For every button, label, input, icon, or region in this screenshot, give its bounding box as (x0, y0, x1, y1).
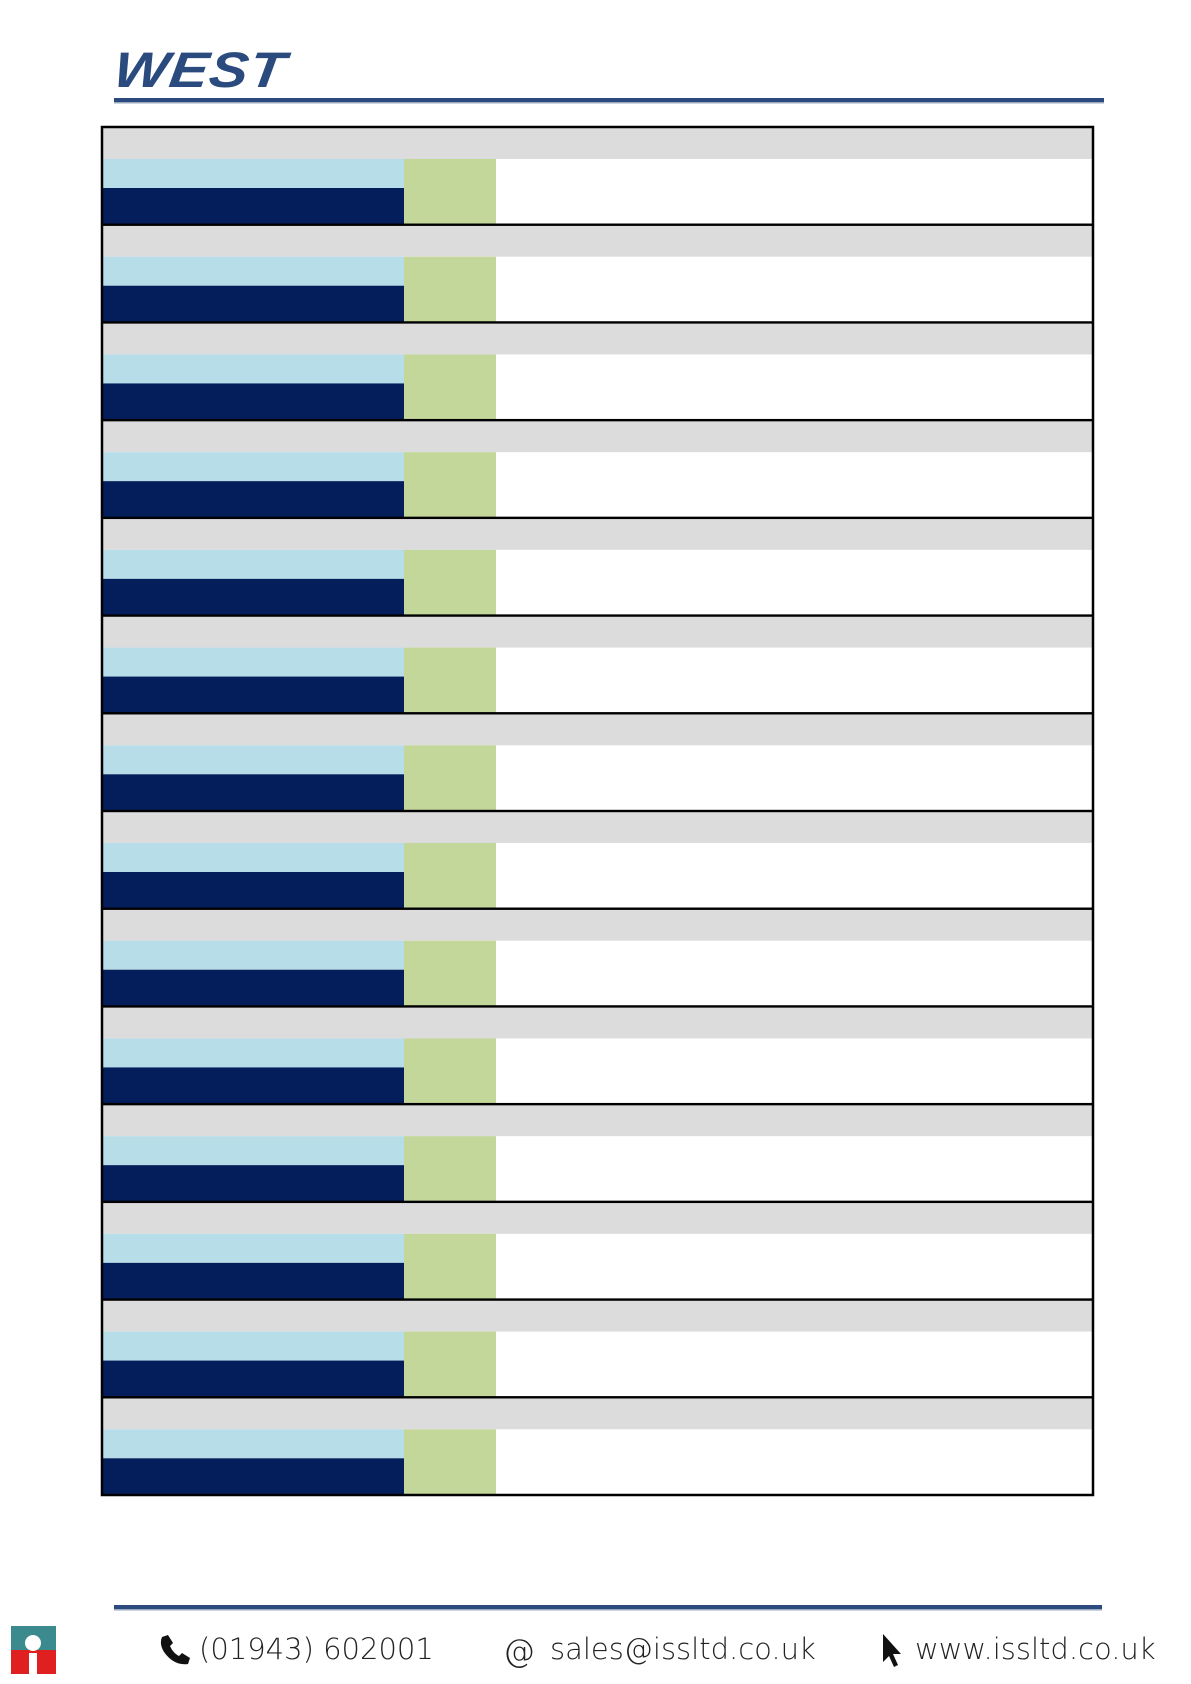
value-cell (404, 256, 496, 323)
header-rule (114, 98, 1104, 102)
label-cell-dark (102, 676, 404, 714)
label-cell-dark (102, 969, 404, 1007)
row-header (102, 1104, 1093, 1137)
row-border (102, 1200, 1093, 1204)
value-cell (404, 647, 496, 714)
label-cell-light (102, 1331, 404, 1361)
table-border (100, 125, 1095, 1497)
header-rule-shadow (114, 102, 1104, 104)
row-header (102, 615, 1093, 648)
row-border (102, 1298, 1093, 1301)
value-cell (404, 354, 496, 421)
row-header (102, 420, 1093, 453)
row-header (102, 713, 1093, 746)
row-header (102, 224, 1093, 257)
label-cell-dark (102, 872, 404, 909)
value-cell (404, 940, 496, 1007)
row-border (102, 321, 1093, 324)
value-cell (404, 549, 496, 616)
label-cell-dark (102, 1458, 404, 1495)
value-cell (404, 1429, 496, 1495)
footer-rule-shadow (114, 1609, 1102, 1611)
label-cell-dark (102, 1262, 404, 1300)
row-header (102, 517, 1093, 550)
label-cell-dark (102, 1067, 404, 1105)
label-cell-dark (102, 578, 404, 616)
at-icon: @ (503, 1632, 535, 1670)
row-border (102, 614, 1093, 617)
label-cell-dark (102, 1360, 404, 1398)
footer-phone: (01943) 602001 (199, 1632, 434, 1666)
row-header (102, 908, 1093, 941)
row-border (102, 1102, 1093, 1106)
label-cell-light (102, 549, 404, 579)
label-cell-light (102, 1136, 404, 1166)
row-header (102, 1006, 1093, 1039)
row-border (102, 516, 1093, 520)
label-cell-light (102, 940, 404, 970)
label-cell-light (102, 354, 404, 384)
label-cell-dark (102, 285, 404, 323)
row-border (102, 418, 1093, 422)
row-border (102, 907, 1093, 910)
label-cell-dark (102, 774, 404, 811)
company-icon (11, 1626, 56, 1674)
row-header (102, 1397, 1093, 1430)
value-cell (404, 1331, 496, 1398)
row-header (102, 1299, 1093, 1332)
label-cell-dark (102, 1165, 404, 1202)
label-cell-light (102, 452, 404, 482)
label-cell-light (102, 256, 404, 286)
label-cell-light (102, 1038, 404, 1068)
phone-icon (160, 1635, 190, 1665)
label-cell-light (102, 1233, 404, 1263)
value-cell (404, 843, 496, 909)
footer-website: www.issltd.co.uk (915, 1632, 1156, 1666)
logo: WEST (110, 42, 294, 98)
label-cell-dark (102, 383, 404, 421)
row-header (102, 127, 1093, 159)
value-cell (404, 1233, 496, 1300)
row-border (102, 809, 1093, 813)
row-border (102, 1396, 1093, 1399)
label-cell-dark (102, 188, 404, 225)
value-cell (404, 452, 496, 518)
label-cell-light (102, 159, 404, 188)
value-cell (404, 1136, 496, 1202)
row-border (102, 712, 1093, 715)
label-cell-light (102, 1429, 404, 1459)
value-cell (404, 745, 496, 811)
row-border (102, 1005, 1093, 1008)
table (100, 125, 1095, 1497)
value-cell (404, 159, 496, 225)
label-cell-light (102, 745, 404, 775)
footer-email: sales@issltd.co.uk (550, 1632, 816, 1666)
cursor-icon (883, 1634, 901, 1667)
row-border (102, 223, 1093, 226)
label-cell-light (102, 843, 404, 872)
footer-rule (114, 1605, 1102, 1609)
label-cell-dark (102, 481, 404, 518)
label-cell-light (102, 647, 404, 677)
value-cell (404, 1038, 496, 1105)
row-header (102, 322, 1093, 355)
row-header (102, 811, 1093, 843)
row-header (102, 1201, 1093, 1234)
